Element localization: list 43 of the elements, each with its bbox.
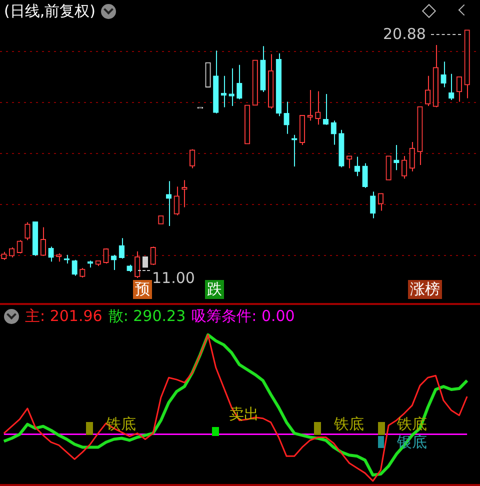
text: 涨榜 bbox=[408, 280, 442, 299]
candlestick bbox=[346, 156, 352, 169]
candlestick bbox=[456, 76, 462, 102]
candlestick bbox=[142, 256, 148, 268]
candlestick bbox=[370, 191, 376, 219]
candlestick bbox=[315, 90, 321, 126]
candlestick bbox=[362, 162, 368, 188]
candlestick bbox=[24, 222, 30, 241]
annotation: 铁底 bbox=[334, 415, 364, 434]
candlestick bbox=[103, 248, 109, 264]
candlestick bbox=[440, 61, 446, 88]
annotation: 20.88 bbox=[383, 25, 426, 44]
candlestick bbox=[72, 259, 78, 276]
candlestick bbox=[378, 192, 384, 212]
candlestick bbox=[189, 148, 196, 169]
candlestick bbox=[166, 180, 172, 227]
text: 散: 290.23 bbox=[108, 307, 186, 326]
candlestick bbox=[354, 156, 360, 177]
candlestick bbox=[284, 101, 290, 134]
candlestick bbox=[118, 238, 125, 260]
candlestick bbox=[110, 254, 117, 270]
chart-title: (日线,前复权) bbox=[4, 2, 96, 21]
candlestick bbox=[16, 240, 22, 254]
candlestick bbox=[448, 73, 454, 101]
text: 吸筹条件: 0.00 bbox=[192, 307, 295, 326]
text: 主: 201.96 bbox=[25, 307, 102, 326]
candlestick bbox=[330, 120, 336, 146]
candlestick bbox=[80, 267, 86, 278]
candlestick bbox=[48, 246, 54, 262]
annotation: 11.00 bbox=[152, 269, 195, 288]
candlestick bbox=[424, 75, 431, 107]
candlestick bbox=[409, 141, 415, 172]
candlestick bbox=[174, 186, 180, 216]
candlestick bbox=[134, 250, 140, 278]
candlestick bbox=[228, 68, 234, 107]
candlestick bbox=[150, 246, 156, 266]
text: 跌 bbox=[205, 280, 224, 299]
candlestick bbox=[40, 226, 46, 256]
text: 预 bbox=[133, 280, 152, 299]
candlestick bbox=[322, 94, 329, 126]
candlestick bbox=[236, 64, 242, 100]
candlestick bbox=[401, 156, 408, 180]
candlestick bbox=[394, 144, 400, 171]
